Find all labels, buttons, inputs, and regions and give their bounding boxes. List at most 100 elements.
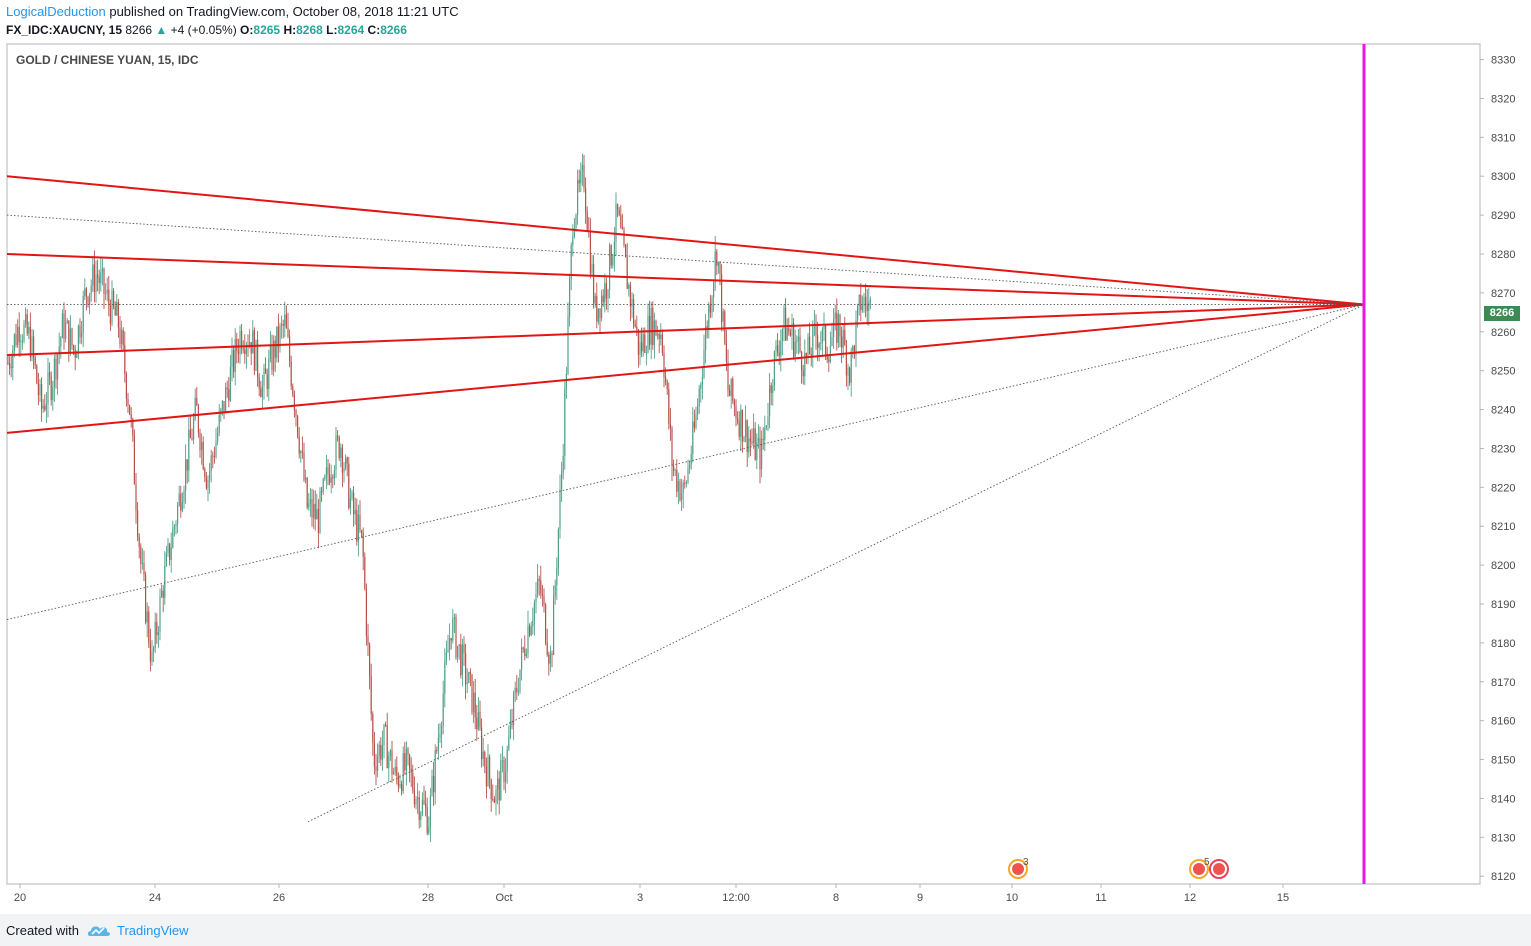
chart-title: GOLD / CHINESE YUAN, 15, IDC: [16, 53, 199, 67]
candle-body: [189, 429, 191, 438]
candle-body: [450, 637, 452, 641]
candle-body: [716, 251, 718, 266]
candle-body: [335, 435, 337, 470]
tradingview-link[interactable]: TradingView: [116, 922, 189, 938]
candle-body: [461, 644, 463, 676]
candle-body: [297, 415, 299, 437]
candle-body: [714, 251, 716, 283]
quote-line: FX_IDC:XAUCNY, 15 8266 ▲ +4 (+0.05%) O:8…: [6, 22, 407, 38]
tradingview-cloud-icon[interactable]: [87, 923, 111, 937]
candle-body: [511, 721, 513, 726]
candle-body: [845, 344, 847, 376]
candle-body: [295, 410, 297, 416]
candle-body: [121, 330, 123, 344]
candle-body: [149, 642, 151, 662]
candle-body: [433, 776, 435, 793]
candle-body: [537, 579, 539, 595]
candle-body: [322, 479, 324, 492]
candle-body: [383, 724, 385, 746]
candle-body: [109, 305, 111, 324]
candle-body: [343, 468, 345, 473]
candle-body: [697, 406, 699, 415]
candle-body: [337, 435, 339, 438]
candle-body: [802, 370, 804, 377]
candle-body: [141, 563, 143, 565]
candle-body: [666, 381, 668, 390]
candle-body: [585, 188, 587, 212]
candle-body: [79, 325, 81, 338]
candle-body: [615, 203, 617, 242]
candle-body: [21, 340, 23, 342]
candle-body: [338, 437, 340, 459]
candle-body: [653, 320, 655, 345]
candle-body: [797, 336, 799, 341]
candle-body: [143, 563, 145, 575]
candle-body: [282, 324, 284, 326]
candle-body: [513, 693, 515, 726]
candle-body: [487, 756, 489, 786]
candle-body: [676, 469, 678, 492]
candle-body: [105, 293, 107, 295]
candle-body: [137, 510, 139, 537]
candle-body: [637, 329, 639, 355]
candle-body: [735, 406, 737, 419]
candle-body: [253, 330, 255, 371]
candle-body: [84, 288, 86, 296]
candle-body: [634, 324, 636, 327]
candle-body: [789, 331, 791, 336]
candle-body: [780, 340, 782, 357]
candle-body: [527, 625, 529, 654]
candle-body: [317, 509, 319, 534]
candle-body: [631, 299, 633, 307]
candle-body: [213, 456, 215, 458]
candle-body: [421, 800, 423, 814]
candle-body: [9, 363, 11, 368]
candle-body: [690, 454, 692, 465]
candle-body: [221, 401, 223, 410]
candle-body: [233, 349, 235, 372]
candle-body: [309, 499, 311, 504]
candle-body: [420, 813, 422, 820]
candle-body: [82, 295, 84, 333]
candle-body: [455, 617, 457, 658]
candle-body: [173, 526, 175, 529]
candle-body: [577, 179, 579, 216]
candle-body: [87, 296, 89, 305]
candle-body: [354, 509, 356, 515]
candle-body: [407, 748, 409, 755]
candle-body: [477, 712, 479, 730]
candle-body: [114, 306, 116, 316]
x-tick-label: 11: [1095, 892, 1106, 904]
candle-body: [492, 799, 494, 801]
y-tick-label: 8260: [1491, 327, 1515, 339]
candle-body: [647, 316, 649, 353]
candle-body: [831, 337, 833, 347]
candle-body: [231, 349, 233, 368]
candle-body: [545, 604, 547, 643]
candle-body: [298, 436, 300, 454]
candle-body: [740, 409, 742, 437]
candle-body: [850, 351, 852, 383]
candle-body: [292, 386, 294, 395]
candle-body: [389, 750, 391, 756]
candle-body: [66, 320, 68, 324]
candle-body: [674, 469, 676, 471]
candle-body: [223, 401, 225, 413]
candle-body: [641, 342, 643, 352]
candle-body: [362, 532, 364, 557]
candle-body: [177, 505, 179, 524]
candle-body: [853, 346, 855, 355]
candle-body: [682, 482, 684, 494]
candle-body: [713, 282, 715, 298]
price-chart[interactable]: 8330832083108300829082808270826082508240…: [0, 0, 1531, 914]
candle-body: [386, 725, 388, 769]
candle-body: [573, 227, 575, 237]
author-link[interactable]: LogicalDeduction: [6, 4, 106, 19]
y-tick-label: 8320: [1491, 93, 1515, 105]
candle-body: [825, 325, 827, 354]
candle-body: [95, 274, 97, 293]
candle-body: [7, 362, 9, 364]
x-tick-label: 12: [1184, 892, 1196, 904]
candle-body: [181, 502, 183, 511]
candle-body: [237, 351, 239, 354]
